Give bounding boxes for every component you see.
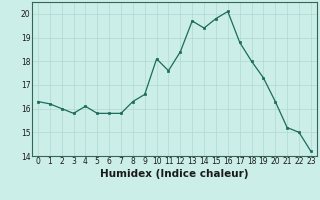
X-axis label: Humidex (Indice chaleur): Humidex (Indice chaleur): [100, 169, 249, 179]
